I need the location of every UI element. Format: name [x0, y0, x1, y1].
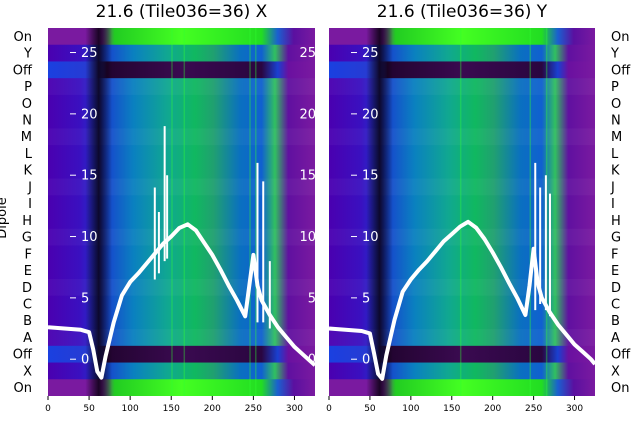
- heatmap-streak: [459, 28, 462, 396]
- row-label: N: [611, 114, 621, 129]
- y-tick-label: 0: [362, 353, 370, 368]
- y-tick-label-right: 0: [308, 353, 316, 368]
- row-label: P: [24, 80, 32, 95]
- y-tick-label: 5: [81, 291, 89, 306]
- row-label: A: [611, 331, 620, 346]
- row-label: G: [611, 231, 621, 246]
- row-label: K: [23, 164, 32, 179]
- row-label: P: [611, 80, 619, 95]
- x-tick-label: 100: [122, 404, 139, 414]
- row-label: L: [25, 147, 33, 162]
- y-tick-label: 15: [362, 169, 379, 184]
- y-tick-label: 25: [81, 46, 98, 61]
- row-label: C: [23, 298, 32, 313]
- panel-title: 21.6 (Tile036=36) X: [96, 2, 268, 22]
- row-label: A: [23, 331, 32, 346]
- x-tick-label: 200: [484, 404, 501, 414]
- row-label: J: [27, 180, 32, 195]
- row-label: D: [611, 281, 621, 296]
- row-label: I: [611, 197, 615, 212]
- y-tick-label: 20: [362, 107, 379, 122]
- heatmap-dip-band: [329, 28, 595, 396]
- y-tick-label: 10: [81, 230, 98, 245]
- row-label: O: [22, 97, 32, 112]
- y-tick-label-right: 15: [299, 169, 316, 184]
- y-tick-label: 20: [81, 107, 98, 122]
- row-label: B: [23, 314, 32, 329]
- x-tick-label: 300: [286, 404, 303, 414]
- row-label: H: [611, 214, 621, 229]
- series-line: [48, 222, 315, 380]
- x-tick-label: 0: [326, 404, 332, 414]
- heatmap-streak: [255, 28, 257, 396]
- row-label: J: [610, 180, 615, 195]
- row-label: E: [24, 264, 32, 279]
- x-tick-label: 150: [443, 404, 460, 414]
- y-tick-label-right: 10: [299, 230, 316, 245]
- x-tick-label: 0: [45, 404, 51, 414]
- row-label: Y: [23, 47, 32, 62]
- row-label: L: [611, 147, 619, 162]
- row-label: F: [25, 247, 32, 262]
- x-tick-label: 200: [204, 404, 221, 414]
- x-tick-label: 150: [163, 404, 180, 414]
- heatmap-streak: [183, 28, 186, 396]
- y-tick-label: 10: [362, 230, 379, 245]
- heatmap-dip-band: [48, 28, 315, 396]
- row-label: Y: [610, 47, 619, 62]
- x-tick-label: 100: [402, 404, 419, 414]
- x-tick-label: 250: [245, 404, 262, 414]
- row-label: I: [28, 197, 32, 212]
- row-label: M: [21, 130, 32, 145]
- row-label: N: [22, 114, 32, 129]
- row-label: On: [14, 30, 32, 45]
- y-tick-label: 15: [81, 169, 98, 184]
- row-label: M: [611, 130, 622, 145]
- row-label: K: [611, 164, 620, 179]
- y-tick-label: 5: [362, 291, 370, 306]
- row-label: D: [22, 281, 32, 296]
- x-tick-label: 50: [364, 404, 376, 414]
- row-label: F: [611, 247, 618, 262]
- y-tick-label-right: 25: [299, 46, 316, 61]
- heatmap-streak: [529, 28, 532, 396]
- y-tick-label: 0: [81, 353, 89, 368]
- row-label: Off: [13, 348, 33, 363]
- row-label: B: [611, 314, 620, 329]
- y-tick-label-right: 20: [299, 107, 316, 122]
- heatmap: [48, 28, 315, 396]
- row-label: On: [611, 30, 629, 45]
- heatmap-streak: [171, 28, 173, 396]
- y-tick-label-right: 5: [308, 291, 316, 306]
- y-tick-label: 25: [362, 46, 379, 61]
- row-label: H: [22, 214, 32, 229]
- row-label: C: [611, 298, 620, 313]
- heatmap-streak: [249, 28, 251, 396]
- x-tick-label: 50: [83, 404, 95, 414]
- series-line: [329, 219, 595, 381]
- row-label: X: [23, 364, 32, 379]
- row-label: G: [22, 231, 32, 246]
- y-axis-label: Dipole: [0, 197, 10, 238]
- row-label: Off: [13, 63, 33, 78]
- row-label: E: [611, 264, 619, 279]
- row-label: Off: [611, 63, 631, 78]
- row-label: O: [611, 97, 621, 112]
- x-tick-label: 300: [566, 404, 583, 414]
- row-label: On: [611, 381, 629, 396]
- row-label: On: [14, 381, 32, 396]
- row-label: Off: [611, 348, 631, 363]
- row-label: X: [611, 364, 620, 379]
- panel-title: 21.6 (Tile036=36) Y: [377, 2, 548, 22]
- x-tick-label: 250: [525, 404, 542, 414]
- heatmap: [329, 28, 595, 396]
